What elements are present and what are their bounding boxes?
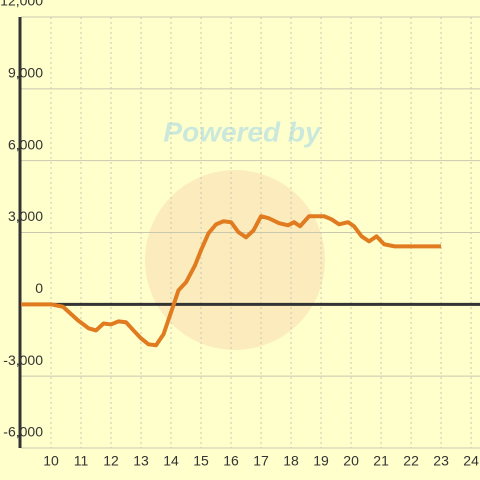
x-tick-label: 15 [193, 453, 209, 469]
x-tick-label: 13 [133, 453, 149, 469]
x-tick-label: 16 [223, 453, 239, 469]
y-tick-label: 3,000 [8, 208, 43, 224]
x-tick-label: 22 [403, 453, 419, 469]
watermark-image [145, 170, 325, 350]
x-tick-label: 24 [463, 453, 479, 469]
y-tick-label: -3,000 [3, 352, 43, 368]
watermark: Powered by [163, 116, 322, 147]
line [21, 214, 442, 348]
x-tick-label: 21 [373, 453, 389, 469]
y-tick-label: 12,000 [0, 0, 43, 9]
x-tick-label: 20 [343, 453, 359, 469]
y-tick-label: 0 [35, 280, 43, 296]
x-tick-label: 10 [43, 453, 59, 469]
x-tick-label: 12 [103, 453, 119, 469]
x-tick-label: 19 [313, 453, 329, 469]
y-tick-label: -6,000 [3, 424, 43, 440]
x-tick-label: 23 [433, 453, 449, 469]
x-tick-label: 11 [74, 453, 89, 469]
y-tick-label: 6,000 [8, 136, 43, 152]
x-tick-label: 17 [253, 453, 269, 469]
y-tick-label: 9,000 [8, 65, 43, 81]
x-tick-label: 18 [283, 453, 299, 469]
x-tick-label: 14 [163, 453, 179, 469]
